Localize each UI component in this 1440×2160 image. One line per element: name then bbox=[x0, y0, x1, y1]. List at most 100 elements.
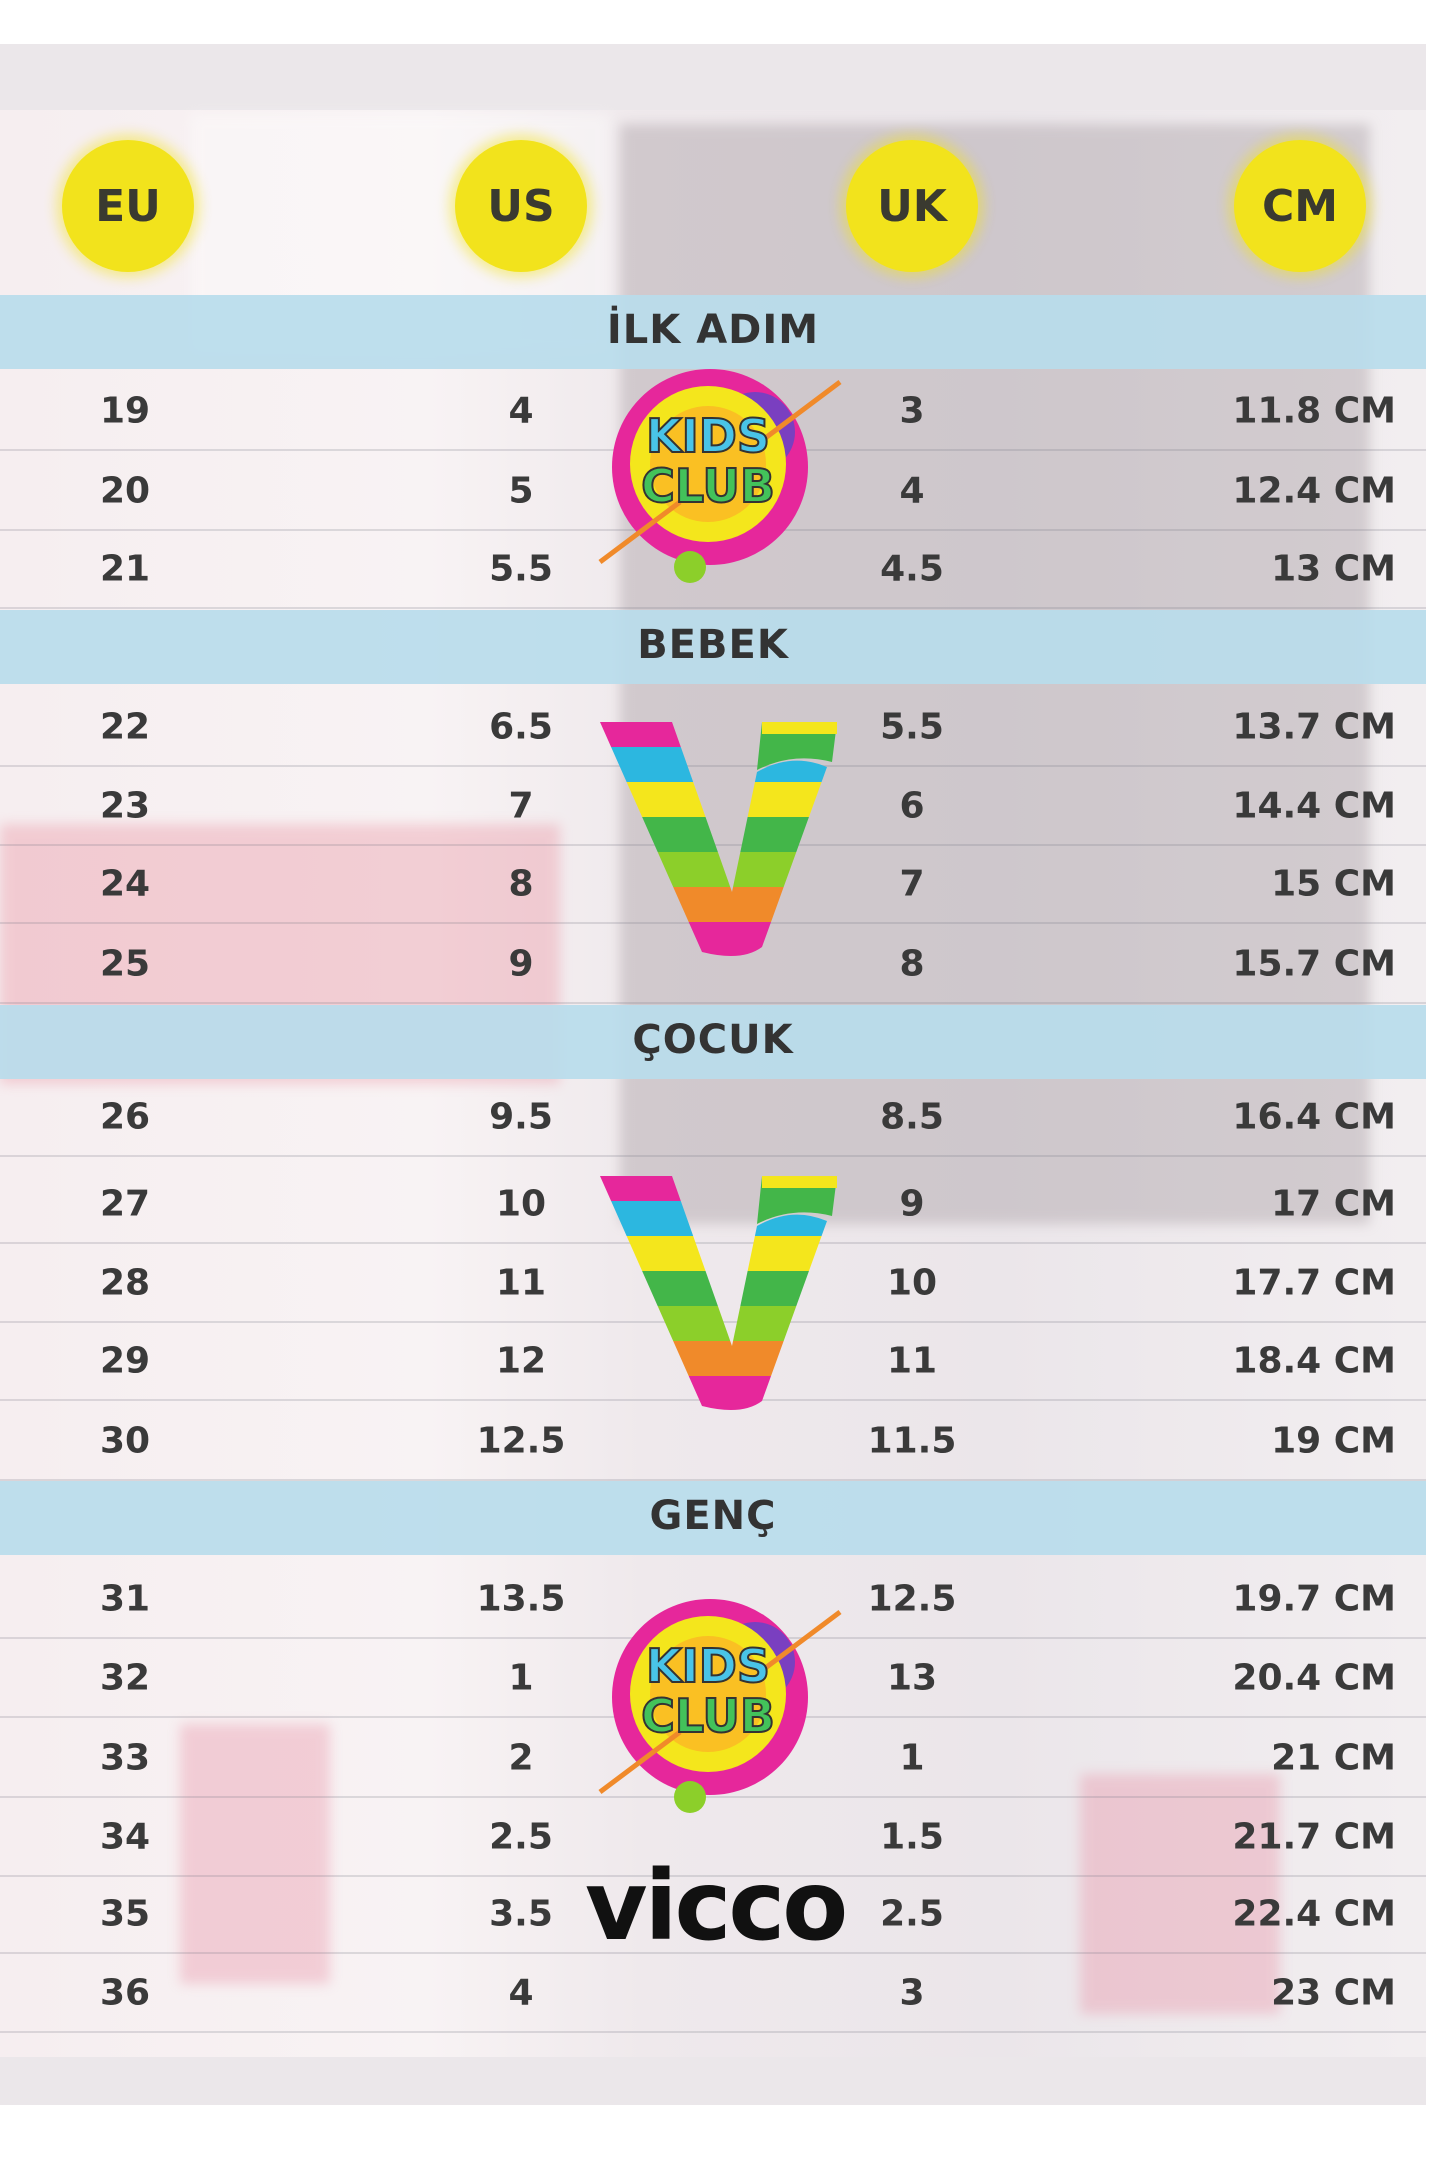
size-cm-cell: 11.8 CM bbox=[1232, 390, 1396, 432]
kids-club-logo: KIDS CLUB bbox=[598, 1599, 842, 1813]
header-uk: UK bbox=[846, 140, 978, 272]
size-uk-cell: 3 bbox=[899, 390, 925, 432]
size-uk-cell: 2.5 bbox=[880, 1893, 944, 1935]
size-uk-cell: 1.5 bbox=[880, 1816, 944, 1858]
size-uk-cell: 8 bbox=[899, 943, 925, 985]
section-band bbox=[0, 1005, 1426, 1079]
size-eu-cell: 21 bbox=[100, 548, 151, 590]
size-uk-cell: 5.5 bbox=[880, 706, 944, 748]
size-cm-cell: 21.7 CM bbox=[1232, 1816, 1396, 1858]
size-eu-cell: 27 bbox=[100, 1183, 151, 1225]
row-divider bbox=[0, 2031, 1426, 2033]
row-divider bbox=[0, 765, 1426, 767]
section-label: GENÇ bbox=[649, 1493, 777, 1539]
size-us-cell: 5.5 bbox=[489, 548, 553, 590]
size-us-cell: 10 bbox=[495, 1183, 547, 1225]
size-us-cell: 8 bbox=[508, 863, 534, 905]
background-photo bbox=[180, 1724, 330, 1984]
row-divider bbox=[0, 1479, 1426, 1481]
size-eu-cell: 35 bbox=[100, 1893, 151, 1935]
size-us-cell: 11 bbox=[495, 1262, 547, 1304]
svg-text:CLUB: CLUB bbox=[641, 1689, 775, 1743]
header-us: US bbox=[455, 140, 587, 272]
size-cm-cell: 22.4 CM bbox=[1232, 1893, 1396, 1935]
size-uk-cell: 9 bbox=[899, 1183, 925, 1225]
size-us-cell: 2.5 bbox=[489, 1816, 553, 1858]
size-uk-cell: 11.5 bbox=[867, 1420, 957, 1462]
size-us-cell: 12.5 bbox=[476, 1420, 566, 1462]
size-eu-cell: 23 bbox=[100, 785, 151, 827]
row-divider bbox=[0, 1242, 1426, 1244]
size-eu-cell: 19 bbox=[100, 390, 151, 432]
bottom-band bbox=[0, 2057, 1426, 2105]
top-band bbox=[0, 44, 1426, 110]
size-cm-cell: 12.4 CM bbox=[1232, 470, 1396, 512]
size-us-cell: 9 bbox=[508, 943, 534, 985]
size-eu-cell: 30 bbox=[100, 1420, 151, 1462]
row-divider bbox=[0, 1002, 1426, 1004]
size-cm-cell: 21 CM bbox=[1271, 1737, 1396, 1779]
size-cm-cell: 17.7 CM bbox=[1232, 1262, 1396, 1304]
size-cm-cell: 15 CM bbox=[1271, 863, 1396, 905]
header-cm: CM bbox=[1234, 140, 1366, 272]
header-eu: EU bbox=[62, 140, 194, 272]
v-logo bbox=[600, 722, 837, 956]
section-band bbox=[0, 1481, 1426, 1555]
svg-text:KIDS: KIDS bbox=[646, 409, 770, 463]
size-us-cell: 12 bbox=[495, 1340, 547, 1382]
size-uk-cell: 6 bbox=[899, 785, 925, 827]
size-us-cell: 4 bbox=[508, 1972, 534, 2014]
size-uk-cell: 4 bbox=[899, 470, 925, 512]
size-cm-cell: 13.7 CM bbox=[1232, 706, 1396, 748]
size-eu-cell: 22 bbox=[100, 706, 151, 748]
section-label: ÇOCUK bbox=[632, 1017, 794, 1063]
size-uk-cell: 7 bbox=[899, 863, 925, 905]
section-band bbox=[0, 610, 1426, 684]
size-uk-cell: 1 bbox=[899, 1737, 925, 1779]
size-cm-cell: 15.7 CM bbox=[1232, 943, 1396, 985]
size-cm-cell: 18.4 CM bbox=[1232, 1340, 1396, 1382]
size-uk-cell: 4.5 bbox=[880, 548, 944, 590]
size-uk-cell: 10 bbox=[886, 1262, 938, 1304]
size-us-cell: 3.5 bbox=[489, 1893, 553, 1935]
kids-club-logo: KIDS CLUB bbox=[598, 369, 842, 583]
size-uk-cell: 13 bbox=[886, 1657, 938, 1699]
size-eu-cell: 25 bbox=[100, 943, 151, 985]
size-eu-cell: 36 bbox=[100, 1972, 151, 2014]
size-us-cell: 7 bbox=[508, 785, 534, 827]
size-uk-cell: 3 bbox=[899, 1972, 925, 2014]
section-label: İLK ADIM bbox=[606, 307, 820, 353]
svg-text:KIDS: KIDS bbox=[646, 1639, 770, 1693]
size-eu-cell: 33 bbox=[100, 1737, 151, 1779]
size-eu-cell: 24 bbox=[100, 863, 151, 905]
section-band bbox=[0, 295, 1426, 369]
size-eu-cell: 34 bbox=[100, 1816, 151, 1858]
size-cm-cell: 13 CM bbox=[1271, 548, 1396, 590]
svg-text:CLUB: CLUB bbox=[641, 459, 775, 513]
size-cm-cell: 19 CM bbox=[1271, 1420, 1396, 1462]
vicco-logo: vicco bbox=[585, 1850, 848, 1962]
size-uk-cell: 8.5 bbox=[880, 1096, 944, 1138]
size-us-cell: 4 bbox=[508, 390, 534, 432]
background-photo bbox=[1080, 1774, 1280, 2014]
size-us-cell: 2 bbox=[508, 1737, 534, 1779]
row-divider bbox=[0, 1796, 1426, 1798]
size-eu-cell: 20 bbox=[100, 470, 151, 512]
size-us-cell: 1 bbox=[508, 1657, 534, 1699]
row-divider bbox=[0, 1952, 1426, 1954]
size-uk-cell: 12.5 bbox=[867, 1578, 957, 1620]
size-cm-cell: 17 CM bbox=[1271, 1183, 1396, 1225]
row-divider bbox=[0, 1875, 1426, 1877]
size-eu-cell: 32 bbox=[100, 1657, 151, 1699]
size-eu-cell: 31 bbox=[100, 1578, 151, 1620]
size-cm-cell: 19.7 CM bbox=[1232, 1578, 1396, 1620]
size-eu-cell: 28 bbox=[100, 1262, 151, 1304]
row-divider bbox=[0, 1155, 1426, 1157]
size-us-cell: 9.5 bbox=[489, 1096, 553, 1138]
size-cm-cell: 20.4 CM bbox=[1232, 1657, 1396, 1699]
row-divider bbox=[0, 607, 1426, 609]
size-eu-cell: 26 bbox=[100, 1096, 151, 1138]
size-cm-cell: 23 CM bbox=[1271, 1972, 1396, 2014]
size-cm-cell: 16.4 CM bbox=[1232, 1096, 1396, 1138]
size-uk-cell: 11 bbox=[886, 1340, 938, 1382]
